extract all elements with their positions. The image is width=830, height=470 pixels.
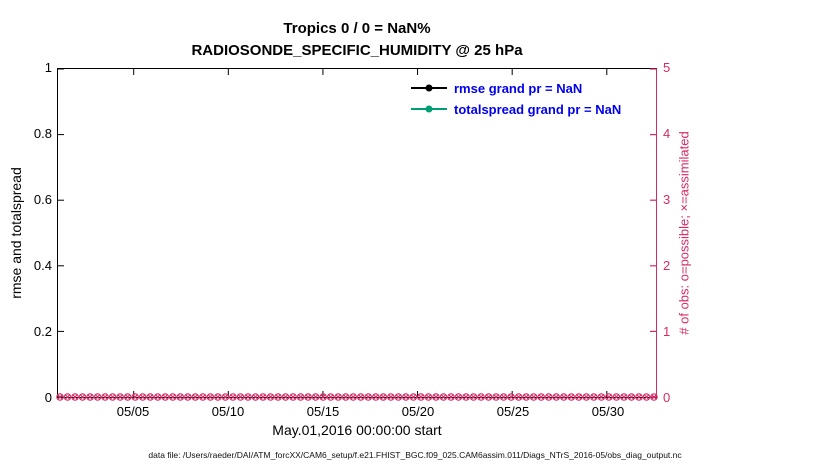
legend-label-rmse: rmse grand pr = NaN: [454, 80, 583, 96]
right-axis-label: # of obs: o=possible; ×=assimilated: [676, 131, 692, 335]
legend-item-totalspread: totalspread grand pr = NaN: [411, 100, 621, 118]
right-tick-label: 0: [663, 390, 671, 405]
totalspread-marker-icon: [425, 105, 433, 113]
x-tick-label: 05/10: [211, 404, 245, 419]
left-axis-label: rmse and totalspread: [8, 167, 24, 299]
totalspread-line-sample: [411, 105, 447, 113]
legend: rmse grand pr = NaN totalspread grand pr…: [411, 79, 621, 118]
legend-item-rmse: rmse grand pr = NaN: [411, 79, 621, 97]
data-file-caption: data file: /Users/raeder/DAI/ATM_forcXX/…: [148, 450, 682, 460]
x-tick-label: 05/20: [401, 404, 435, 419]
right-tick-label: 3: [663, 192, 671, 207]
left-tick-label: 0.8: [33, 126, 52, 141]
right-tick-label: 5: [663, 60, 671, 75]
rmse-line-sample: [411, 84, 447, 92]
left-tick-label: 0.4: [33, 258, 52, 273]
legend-label-totalspread: totalspread grand pr = NaN: [454, 101, 622, 117]
plot-area: rmse grand pr = NaN totalspread grand pr…: [56, 68, 658, 401]
plot-canvas: [56, 68, 658, 401]
x-axis-label: May.01,2016 00:00:00 start: [272, 422, 442, 438]
plot-title: Tropics 0 / 0 = NaN%: [283, 20, 431, 37]
plot-subtitle: RADIOSONDE_SPECIFIC_HUMIDITY @ 25 hPa: [191, 42, 523, 59]
right-tick-label: 4: [663, 126, 671, 141]
x-tick-label: 05/05: [116, 404, 150, 419]
x-tick-label: 05/30: [591, 404, 625, 419]
left-tick-label: 0: [44, 390, 52, 405]
x-tick-label: 05/15: [306, 404, 340, 419]
right-tick-label: 2: [663, 258, 671, 273]
x-tick-label: 05/25: [496, 404, 530, 419]
left-tick-label: 0.2: [33, 324, 52, 339]
left-tick-label: 1: [44, 60, 52, 75]
left-tick-label: 0.6: [33, 192, 52, 207]
right-tick-label: 1: [663, 324, 671, 339]
rmse-marker-icon: [425, 84, 433, 92]
